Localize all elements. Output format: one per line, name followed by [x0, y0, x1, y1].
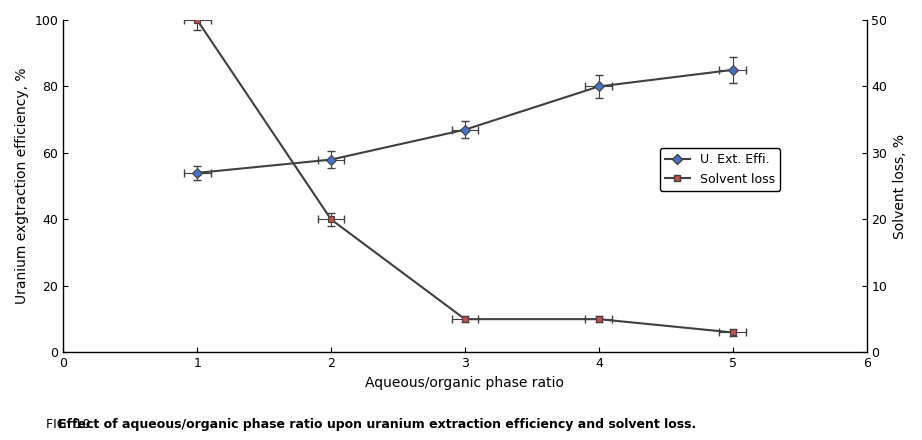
Legend: U. Ext. Effi., Solvent loss: U. Ext. Effi., Solvent loss — [660, 148, 780, 191]
Text: FIG. 10.: FIG. 10. — [46, 418, 99, 431]
X-axis label: Aqueous/organic phase ratio: Aqueous/organic phase ratio — [365, 376, 564, 390]
Y-axis label: Uranium exgtraction efficiency, %: Uranium exgtraction efficiency, % — [15, 68, 29, 304]
Y-axis label: Solvent loss, %: Solvent loss, % — [893, 134, 907, 238]
Text: Effect of aqueous/organic phase ratio upon uranium extraction efficiency and sol: Effect of aqueous/organic phase ratio up… — [58, 418, 696, 431]
